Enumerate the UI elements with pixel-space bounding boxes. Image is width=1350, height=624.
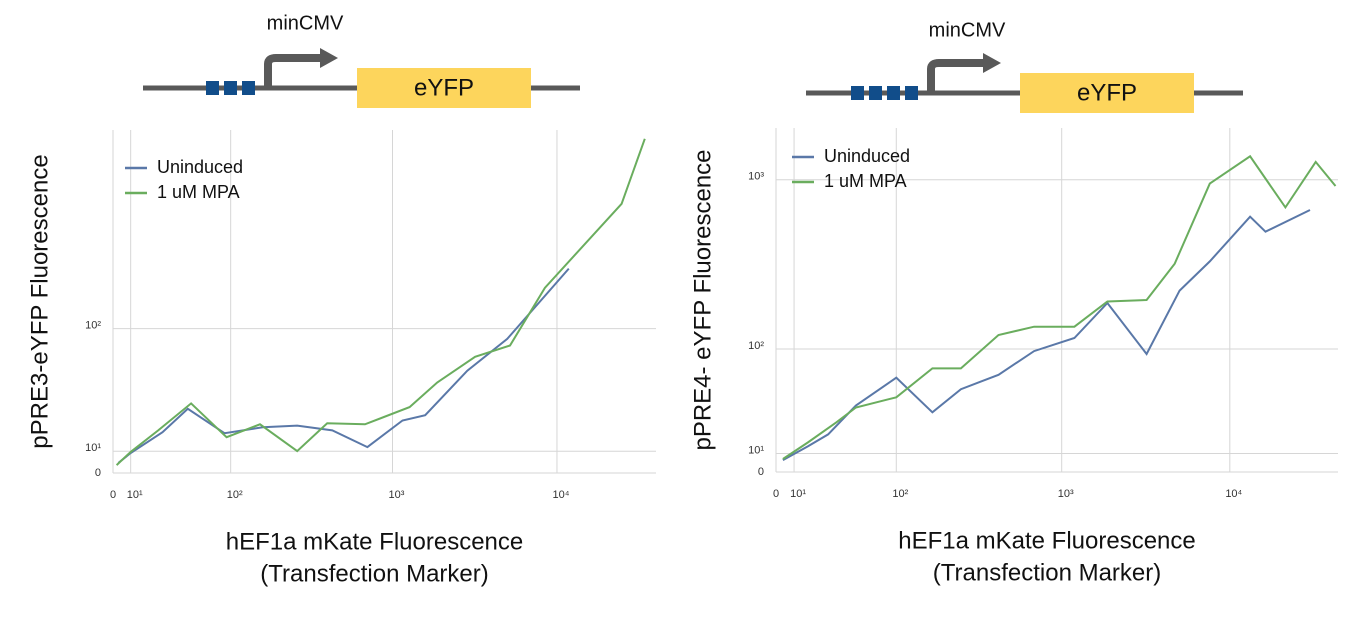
x-tick-label: 10¹ bbox=[790, 488, 806, 500]
x-tick-label: 10³ bbox=[389, 489, 405, 501]
construct-diagram: minCMV eYFP bbox=[806, 19, 1243, 113]
x-axis-label: (Transfection Marker) bbox=[933, 559, 1162, 586]
legend-label: Uninduced bbox=[157, 157, 243, 177]
x-tick-label: 10² bbox=[227, 489, 243, 501]
x-axis-label: hEF1a mKate Fluorescence bbox=[226, 528, 523, 555]
promoter-label: minCMV bbox=[267, 12, 344, 34]
y-tick-label: 10³ bbox=[748, 171, 764, 183]
promoter-label: minCMV bbox=[929, 19, 1006, 41]
y-tick-label: 10² bbox=[85, 319, 101, 331]
legend-label: 1 uM MPA bbox=[824, 171, 907, 191]
x-tick-label: 0 bbox=[110, 489, 116, 501]
x-tick-label: 0 bbox=[773, 488, 779, 500]
data-line bbox=[115, 138, 646, 466]
chart: 0 10¹ 10² 10³ 10⁴ 0 10¹ 10² Uninduced 1 uM MPA hEF… bbox=[26, 130, 656, 587]
y-axis-label: pPRE4- eYFP Fluorescence bbox=[689, 149, 716, 450]
y-tick-label: 10² bbox=[748, 340, 764, 352]
x-axis-label: hEF1a mKate Fluorescence bbox=[898, 527, 1195, 554]
chart: 0 10¹ 10² 10³ 10⁴ 0 10¹ 10² 10³ Uninduced 1 uM MPA… bbox=[689, 128, 1338, 586]
x-tick-label: 10³ bbox=[1058, 488, 1074, 500]
legend-label: Uninduced bbox=[824, 146, 910, 166]
x-tick-label: 10² bbox=[892, 488, 908, 500]
x-tick-label: 10¹ bbox=[127, 489, 143, 501]
gene-label: eYFP bbox=[414, 74, 474, 101]
data-line bbox=[117, 267, 570, 464]
y-tick-label: 10¹ bbox=[85, 442, 101, 454]
legend-label: 1 uM MPA bbox=[157, 182, 240, 202]
gene-label: eYFP bbox=[1077, 79, 1137, 106]
y-tick-label: 0 bbox=[95, 467, 101, 479]
y-tick-label: 0 bbox=[758, 466, 764, 478]
x-tick-label: 10⁴ bbox=[552, 489, 569, 501]
x-axis-label: (Transfection Marker) bbox=[260, 560, 489, 587]
y-axis-label: pPRE3-eYFP Fluorescence bbox=[26, 154, 53, 448]
data-line bbox=[782, 154, 1337, 460]
x-tick-label: 10⁴ bbox=[1225, 488, 1242, 500]
construct-diagram: minCMV eYFP bbox=[143, 12, 580, 108]
y-tick-label: 10¹ bbox=[748, 444, 764, 456]
data-line bbox=[782, 209, 1311, 461]
